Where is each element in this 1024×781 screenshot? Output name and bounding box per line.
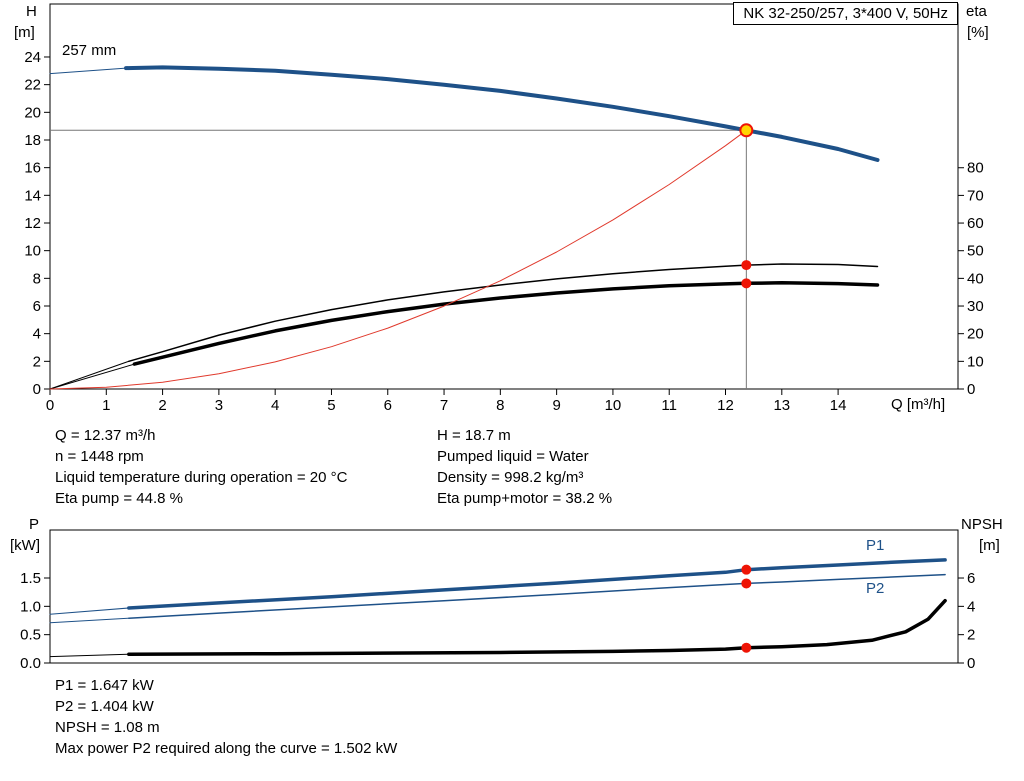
eta-pump-motor-leadin bbox=[49, 363, 135, 390]
info-flow: Q = 12.37 m³/h bbox=[55, 427, 156, 444]
h-axis-title: H bbox=[26, 3, 37, 20]
result-panel: P1 = 1.647 kW P2 = 1.404 kW NPSH = 1.08 … bbox=[55, 675, 397, 759]
x-axis-tick-label: 4 bbox=[271, 397, 279, 414]
left-axis-tick-label: 1.0 bbox=[20, 598, 41, 615]
pump-curve-leadin bbox=[49, 67, 127, 75]
x-axis-tick-label: 2 bbox=[158, 397, 166, 414]
x-axis-tick-label: 1 bbox=[102, 397, 110, 414]
eta-pump-leadin bbox=[49, 360, 130, 390]
x-axis-tick-label: 11 bbox=[661, 397, 677, 414]
x-axis-tick-label: 0 bbox=[46, 397, 54, 414]
left-axis-tick-label: 12 bbox=[24, 215, 41, 232]
p2-point bbox=[741, 578, 752, 589]
right-axis-tick-label: 0 bbox=[967, 655, 975, 672]
chart-frame bbox=[49, 3, 959, 390]
result-npsh: NPSH = 1.08 m bbox=[55, 719, 160, 736]
left-axis-tick-label: 16 bbox=[24, 160, 41, 177]
left-axis-tick-label: 22 bbox=[24, 77, 41, 94]
right-axis-tick-label: 40 bbox=[967, 270, 984, 287]
duty-point-marker bbox=[739, 123, 754, 138]
impeller-size-label: 257 mm bbox=[62, 42, 117, 59]
npsh-axis-title: NPSH bbox=[961, 516, 1003, 533]
eta-pump-motor-curve bbox=[132, 281, 880, 366]
info-eta-total: Eta pump+motor = 38.2 % bbox=[437, 490, 613, 507]
left-axis-tick-label: 0.0 bbox=[20, 655, 41, 672]
p1-point bbox=[741, 564, 752, 575]
right-axis-tick-label: 80 bbox=[967, 160, 984, 177]
eta-pump-curve bbox=[128, 263, 879, 363]
right-axis-tick-label: 60 bbox=[967, 215, 984, 232]
info-speed: n = 1448 rpm bbox=[55, 448, 144, 465]
left-axis-tick-label: 6 bbox=[33, 298, 41, 315]
p1-curve-label: P1 bbox=[866, 537, 885, 554]
eta-pump-motor-point bbox=[741, 278, 752, 289]
right-axis-tick-label: 10 bbox=[967, 353, 984, 370]
npsh-curve bbox=[127, 598, 947, 656]
pump-curve-257mm bbox=[124, 65, 880, 162]
npsh-point bbox=[741, 642, 752, 653]
left-axis-tick-label: 18 bbox=[24, 132, 41, 149]
p2-curve bbox=[128, 573, 946, 619]
right-axis-tick-label: 0 bbox=[967, 381, 975, 398]
left-axis-tick-label: 14 bbox=[24, 187, 41, 204]
left-axis-tick-label: 10 bbox=[24, 243, 41, 260]
info-eta-pump: Eta pump = 44.8 % bbox=[55, 490, 183, 507]
x-axis-tick-label: 5 bbox=[327, 397, 335, 414]
p-axis-title: P bbox=[29, 516, 40, 533]
pump-title-box: NK 32-250/257, 3*400 V, 50Hz bbox=[733, 2, 958, 25]
left-axis-tick-label: 0.5 bbox=[20, 627, 41, 644]
npsh-axis-unit: [m] bbox=[979, 537, 1000, 554]
left-axis-tick-label: 4 bbox=[33, 326, 41, 343]
info-head: H = 18.7 m bbox=[437, 427, 511, 444]
q-axis-title: Q [m³/h] bbox=[891, 396, 946, 413]
p1-curve bbox=[127, 558, 947, 610]
result-max-power: Max power P2 required along the curve = … bbox=[55, 740, 398, 757]
result-p1: P1 = 1.647 kW bbox=[55, 677, 154, 694]
left-axis-tick-label: 8 bbox=[33, 270, 41, 287]
pump-title-text: NK 32-250/257, 3*400 V, 50Hz bbox=[743, 5, 948, 22]
x-axis-tick-label: 13 bbox=[773, 397, 790, 414]
p2-leadin bbox=[49, 617, 130, 624]
x-axis-tick-label: 12 bbox=[717, 397, 734, 414]
right-axis-tick-label: 50 bbox=[967, 243, 984, 260]
x-axis-tick-label: 14 bbox=[830, 397, 847, 414]
left-axis-tick-label: 2 bbox=[33, 353, 41, 370]
chart-frame bbox=[49, 529, 959, 664]
x-axis-tick-label: 8 bbox=[496, 397, 504, 414]
left-axis-tick-label: 0 bbox=[33, 381, 41, 398]
h-axis-unit: [m] bbox=[14, 24, 35, 41]
left-axis-tick-label: 24 bbox=[24, 49, 41, 66]
right-axis-tick-label: 6 bbox=[967, 570, 975, 587]
right-axis-tick-label: 20 bbox=[967, 326, 984, 343]
x-axis-tick-label: 3 bbox=[215, 397, 223, 414]
right-axis-tick-label: 70 bbox=[967, 187, 984, 204]
system-resistance-curve bbox=[49, 129, 747, 390]
eta-axis-unit: [%] bbox=[967, 24, 989, 41]
x-axis-tick-label: 7 bbox=[440, 397, 448, 414]
eta-axis-title: eta bbox=[966, 3, 987, 20]
p2-curve-label: P2 bbox=[866, 580, 885, 597]
info-pumped-liquid: Pumped liquid = Water bbox=[437, 448, 589, 465]
left-axis-tick-label: 1.5 bbox=[20, 570, 41, 587]
npsh-leadin bbox=[49, 653, 130, 658]
x-axis-tick-label: 10 bbox=[605, 397, 622, 414]
x-axis-tick-label: 6 bbox=[384, 397, 392, 414]
p1-leadin bbox=[49, 607, 130, 615]
result-p2: P2 = 1.404 kW bbox=[55, 698, 154, 715]
info-liquid-temp: Liquid temperature during operation = 20… bbox=[55, 469, 348, 486]
p-axis-unit: [kW] bbox=[10, 537, 40, 554]
x-axis-tick-label: 9 bbox=[552, 397, 560, 414]
info-panel-left: Q = 12.37 m³/h n = 1448 rpm Liquid tempe… bbox=[55, 425, 347, 509]
info-panel-right: H = 18.7 m Pumped liquid = Water Density… bbox=[437, 425, 612, 509]
left-axis-tick-label: 20 bbox=[24, 104, 41, 121]
eta-pump-point bbox=[741, 260, 752, 271]
right-axis-tick-label: 2 bbox=[967, 627, 975, 644]
info-density: Density = 998.2 kg/m³ bbox=[437, 469, 584, 486]
right-axis-tick-label: 4 bbox=[967, 598, 975, 615]
right-axis-tick-label: 30 bbox=[967, 298, 984, 315]
